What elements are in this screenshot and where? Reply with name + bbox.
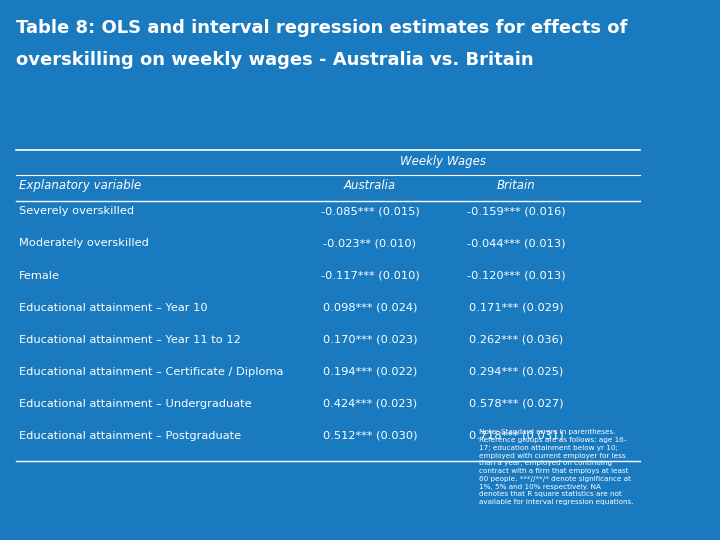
Text: Australia: Australia <box>344 179 396 192</box>
Text: -0.120*** (0.013): -0.120*** (0.013) <box>467 271 565 281</box>
Text: 0.098*** (0.024): 0.098*** (0.024) <box>323 302 417 313</box>
Text: Explanatory variable: Explanatory variable <box>19 179 141 192</box>
Text: 0.424*** (0.023): 0.424*** (0.023) <box>323 399 417 409</box>
Text: -0.085*** (0.015): -0.085*** (0.015) <box>320 206 419 217</box>
Text: Educational attainment – Certificate / Diploma: Educational attainment – Certificate / D… <box>19 367 284 377</box>
Text: Female: Female <box>19 271 60 281</box>
Text: 0.194*** (0.022): 0.194*** (0.022) <box>323 367 417 377</box>
Text: 0.294*** (0.025): 0.294*** (0.025) <box>469 367 563 377</box>
Text: Educational attainment – Undergraduate: Educational attainment – Undergraduate <box>19 399 252 409</box>
Text: Severely overskilled: Severely overskilled <box>19 206 134 217</box>
Text: 0.171*** (0.029): 0.171*** (0.029) <box>469 302 564 313</box>
Text: -0.117*** (0.010): -0.117*** (0.010) <box>320 271 419 281</box>
Text: 0.578*** (0.027): 0.578*** (0.027) <box>469 399 564 409</box>
Text: -0.159*** (0.016): -0.159*** (0.016) <box>467 206 565 217</box>
Text: Table 8: OLS and interval regression estimates for effects of: Table 8: OLS and interval regression est… <box>16 19 627 37</box>
Text: -0.044*** (0.013): -0.044*** (0.013) <box>467 239 565 248</box>
Text: Britain: Britain <box>497 179 536 192</box>
Text: 0.262*** (0.036): 0.262*** (0.036) <box>469 335 563 345</box>
Text: Note: Standard errors in parentheses.
Reference groups are as follows: age 16-
1: Note: Standard errors in parentheses. Re… <box>479 429 633 505</box>
Text: Weekly Wages: Weekly Wages <box>400 155 486 168</box>
Text: 0.718*** (0.031): 0.718*** (0.031) <box>469 431 564 441</box>
Text: Educational attainment – Year 10: Educational attainment – Year 10 <box>19 302 207 313</box>
Text: -0.023** (0.010): -0.023** (0.010) <box>323 239 416 248</box>
Text: Educational attainment – Year 11 to 12: Educational attainment – Year 11 to 12 <box>19 335 240 345</box>
Text: 0.512*** (0.030): 0.512*** (0.030) <box>323 431 417 441</box>
Text: Educational attainment – Postgraduate: Educational attainment – Postgraduate <box>19 431 241 441</box>
Text: 0.170*** (0.023): 0.170*** (0.023) <box>323 335 417 345</box>
Text: Moderately overskilled: Moderately overskilled <box>19 239 149 248</box>
Text: overskilling on weekly wages - Australia vs. Britain: overskilling on weekly wages - Australia… <box>16 51 534 69</box>
